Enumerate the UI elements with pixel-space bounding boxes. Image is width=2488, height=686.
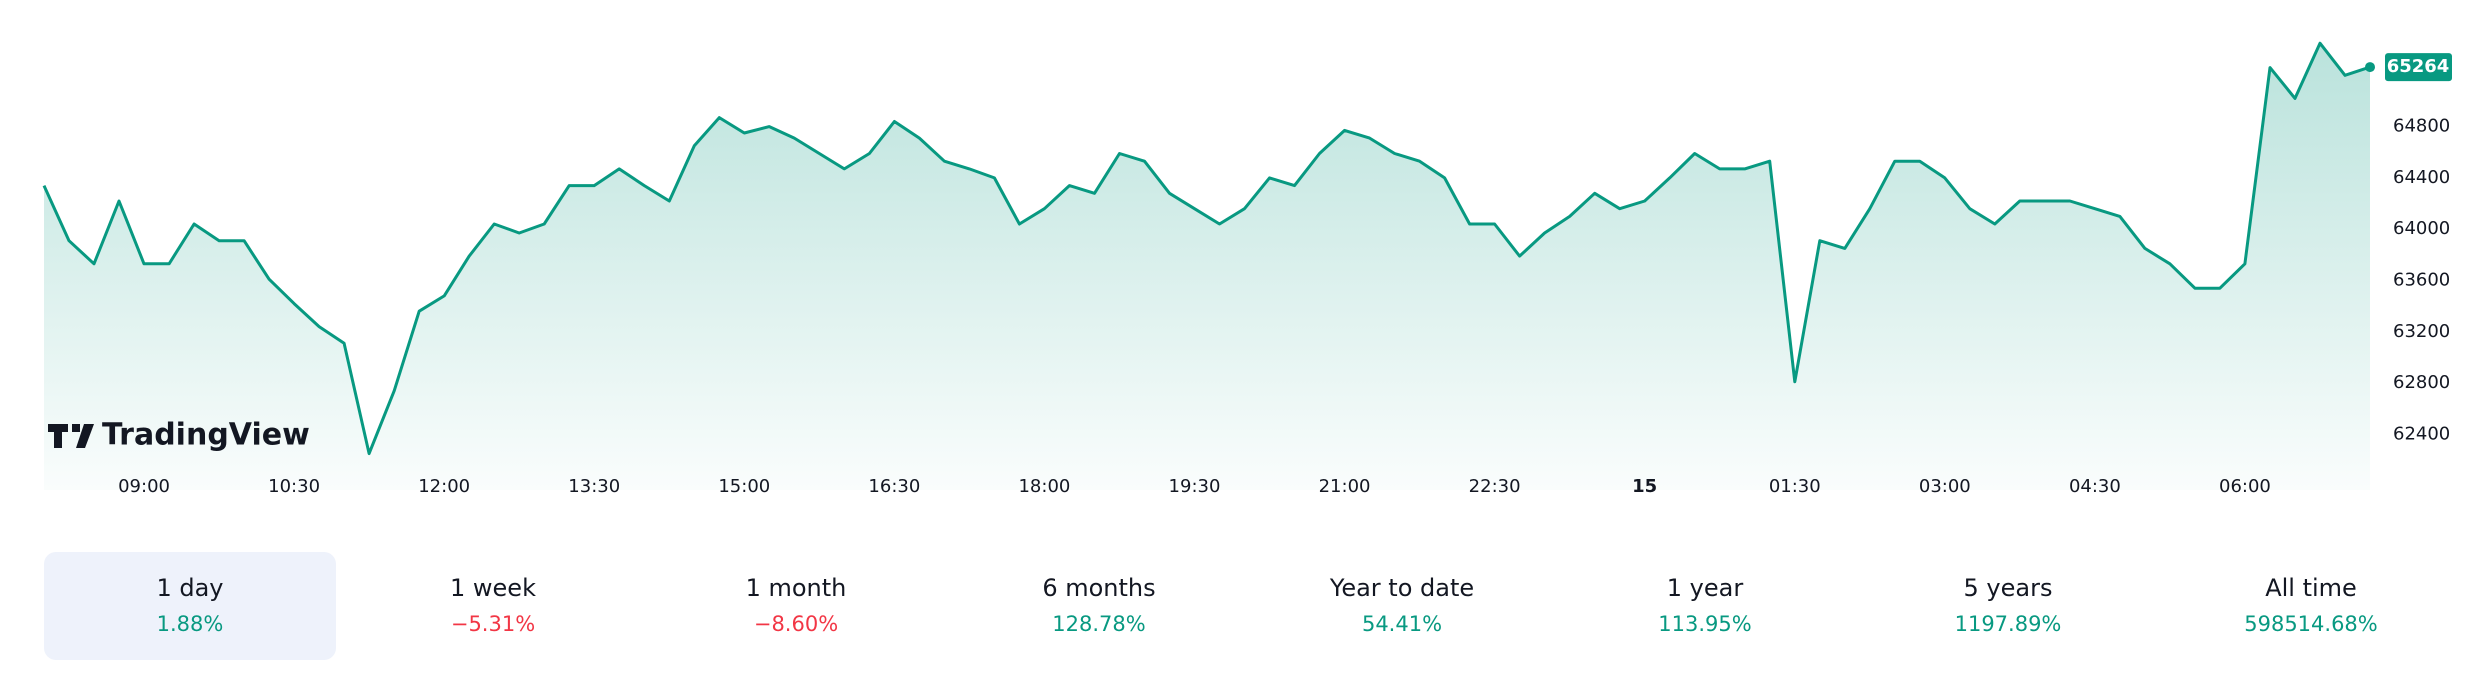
period-label: 1 day bbox=[156, 574, 223, 602]
price-line bbox=[42, 41, 2371, 456]
period-label: Year to date bbox=[1329, 574, 1474, 602]
period-label: All time bbox=[2265, 574, 2357, 602]
x-tick-label: 13:30 bbox=[568, 476, 620, 497]
x-tick-label: 12:00 bbox=[418, 476, 470, 497]
period-change: 128.78% bbox=[1052, 612, 1145, 636]
y-tick-label: 62400 bbox=[2393, 423, 2450, 444]
period-tab[interactable]: 1 month −8.60% bbox=[746, 574, 847, 636]
period-tab[interactable]: 1 year 113.95% bbox=[1658, 574, 1751, 636]
period-change: −8.60% bbox=[754, 612, 838, 636]
logo: TradingView bbox=[48, 418, 310, 453]
period-change: 598514.68% bbox=[2244, 612, 2378, 636]
x-tick-label: 19:30 bbox=[1169, 476, 1221, 497]
x-tick-label: 16:30 bbox=[868, 476, 920, 497]
y-tick-label: 64000 bbox=[2393, 218, 2450, 239]
y-tick-label: 62800 bbox=[2393, 372, 2450, 393]
x-tick-label: 09:00 bbox=[118, 476, 170, 497]
logo-text: TradingView bbox=[102, 418, 310, 453]
x-tick-label: 15 bbox=[1632, 476, 1657, 497]
period-change: −5.31% bbox=[451, 612, 535, 636]
last-point bbox=[2365, 62, 2375, 73]
y-tick-label: 64400 bbox=[2393, 167, 2450, 188]
y-tick-label: 64800 bbox=[2393, 116, 2450, 137]
selected-tab-bg bbox=[44, 552, 336, 660]
x-tick-label: 21:00 bbox=[1319, 476, 1371, 497]
period-tab[interactable]: Year to date 54.41% bbox=[1329, 574, 1474, 636]
x-tick-label: 15:00 bbox=[718, 476, 770, 497]
period-tab[interactable]: 6 months 128.78% bbox=[1042, 574, 1155, 636]
x-tick-label: 01:30 bbox=[1769, 476, 1821, 497]
x-tick-label: 06:00 bbox=[2219, 476, 2271, 497]
x-tick-label: 18:00 bbox=[1018, 476, 1070, 497]
period-label: 1 month bbox=[746, 574, 847, 602]
period-change: 113.95% bbox=[1658, 612, 1751, 636]
y-tick-label: 63200 bbox=[2393, 321, 2450, 342]
period-tab[interactable]: 5 years 1197.89% bbox=[1955, 574, 2062, 636]
period-tab[interactable]: 1 week −5.31% bbox=[450, 574, 536, 636]
period-change: 1197.89% bbox=[1955, 612, 2062, 636]
period-label: 5 years bbox=[1964, 574, 2053, 602]
period-tab[interactable]: All time 598514.68% bbox=[2244, 574, 2378, 636]
area-fill bbox=[44, 43, 2370, 490]
last-price-box bbox=[2385, 53, 2452, 82]
period-label: 6 months bbox=[1042, 574, 1155, 602]
period-label: 1 year bbox=[1667, 574, 1744, 602]
last-price-label: 65264 bbox=[2387, 56, 2450, 77]
x-tick-label: 04:30 bbox=[2069, 476, 2121, 497]
period-label: 1 week bbox=[450, 574, 536, 602]
period-tab[interactable]: 1 day 1.88% bbox=[44, 552, 336, 660]
logo-icon bbox=[48, 424, 94, 448]
y-tick-label: 63600 bbox=[2393, 269, 2450, 290]
x-tick-label: 22:30 bbox=[1469, 476, 1521, 497]
x-tick-label: 10:30 bbox=[268, 476, 320, 497]
period-change: 1.88% bbox=[157, 612, 224, 636]
x-tick-label: 03:00 bbox=[1919, 476, 1971, 497]
period-change: 54.41% bbox=[1362, 612, 1442, 636]
